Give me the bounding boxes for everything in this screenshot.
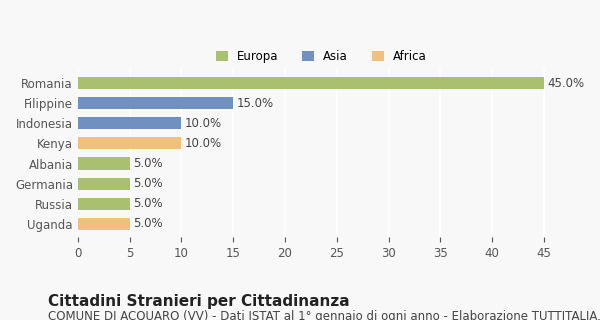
Text: 10.0%: 10.0% [185,137,221,150]
Bar [78,157,130,170]
Text: 5.0%: 5.0% [133,197,163,210]
Text: COMUNE DI ACQUARO (VV) - Dati ISTAT al 1° gennaio di ogni anno - Elaborazione TU: COMUNE DI ACQUARO (VV) - Dati ISTAT al 1… [48,310,600,320]
Bar [78,218,130,230]
Legend: Europa, Asia, Africa: Europa, Asia, Africa [211,45,431,68]
Text: 5.0%: 5.0% [133,157,163,170]
Text: 10.0%: 10.0% [185,117,221,130]
Bar [78,137,181,149]
Text: Cittadini Stranieri per Cittadinanza: Cittadini Stranieri per Cittadinanza [48,294,350,309]
Text: 5.0%: 5.0% [133,217,163,230]
Bar [78,198,130,210]
Bar [78,77,544,89]
Bar [78,117,181,129]
Bar [78,178,130,190]
Text: 45.0%: 45.0% [547,76,584,90]
Text: 15.0%: 15.0% [236,97,274,110]
Bar [78,97,233,109]
Text: 5.0%: 5.0% [133,177,163,190]
